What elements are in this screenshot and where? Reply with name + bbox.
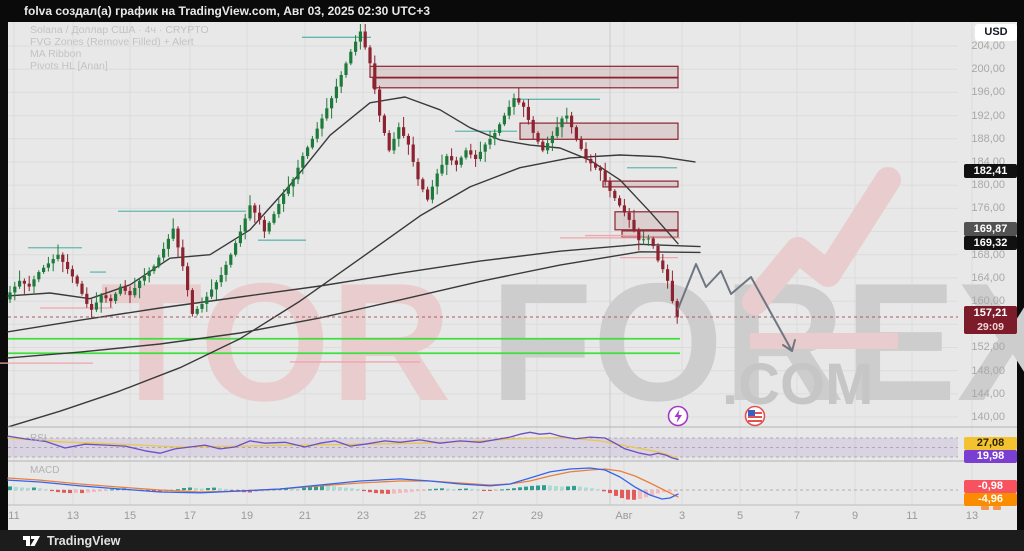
price-axis-label: 204,00 [971,40,1005,52]
price-axis-label: 160,00 [971,295,1005,308]
macd-signal-value-badge: -4,96 [964,493,1017,506]
time-axis-label: 27 [471,510,485,522]
watermark-tor: TOR [100,248,452,436]
time-axis-label: 29 [530,510,544,522]
time-axis-label: 15 [123,510,137,522]
go-to-realtime-marker[interactable] [981,506,989,510]
macd-pane-label: MACD [30,465,60,476]
legend-indicator-fvg[interactable]: FVG Zones (Remove Filled) + Alert [30,36,194,48]
time-axis-label: 11 [906,510,918,522]
time-axis-label: 7 [793,510,801,522]
rsi-ma-value-badge: 27,08 [964,437,1017,450]
currency-toggle-button[interactable]: USD [975,24,1017,41]
time-axis-label: 11 [8,510,20,522]
time-axis-label: 3 [678,510,686,522]
legend-indicator-pivots[interactable]: Pivots HL [Anan] [30,60,108,72]
price-axis-label: 140,00 [971,411,1005,423]
price-axis-label: 192,00 [971,109,1005,122]
price-axis-label: 144,00 [971,387,1005,400]
rsi-pane-label: RSI [30,433,47,444]
tradingview-brand-label[interactable]: TradingView [47,533,121,548]
chart-legend: Solana / Доллар США · 4ч · CRYPTO FVG Zo… [30,24,209,73]
price-axis-label: 200,00 [971,63,1005,76]
us-flag-icon[interactable] [744,405,766,427]
pivot-price-badge-low: 169,32 [964,236,1017,250]
time-axis-label: 21 [298,510,312,522]
time-axis-label: 13 [66,510,80,522]
time-axis-label: 25 [413,510,427,522]
price-axis-label: 176,00 [971,202,1005,215]
price-axis-label: 196,00 [971,86,1005,99]
bottom-brand-bar: TradingView [0,530,1024,551]
share-title-bar: folva создал(а) график на TradingView.co… [0,0,1024,22]
bar-countdown: 29:09 [977,321,1004,333]
price-axis-label: 164,00 [971,271,1005,284]
macd-hist-value-badge: -0,98 [964,480,1017,493]
pivot-price-badge-upper: 182,41 [964,164,1017,178]
last-price-value: 157,21 [973,307,1008,319]
last-price-badge: 157,21 29:09 [964,306,1017,334]
watermark-com: .COM [722,352,873,417]
time-axis-label: 13 [965,510,979,522]
price-axis-label: 148,00 [971,364,1005,377]
legend-indicator-ma-ribbon[interactable]: MA Ribbon [30,48,82,60]
price-axis-label: 188,00 [971,132,1005,145]
price-axis-label: 152,00 [971,341,1005,354]
lightning-alert-icon[interactable] [667,405,689,427]
time-axis-label: Авг [615,510,633,522]
time-axis-label: 23 [356,510,370,522]
pivot-price-badge-mid: 169,87 [964,222,1017,236]
legend-symbol[interactable]: Solana / Доллар США · 4ч · CRYPTO [30,24,209,36]
go-to-realtime-marker2[interactable] [993,506,1001,510]
time-axis-label: 5 [736,510,744,522]
price-axis-label: 180,00 [971,179,1005,192]
price-axis-label: 168,00 [971,248,1005,261]
tradingview-logo-icon[interactable] [22,534,41,548]
time-axis-label: 9 [851,510,859,522]
time-axis-label: 17 [183,510,197,522]
time-axis-label: 19 [240,510,254,522]
rsi-value-badge: 19,98 [964,450,1017,463]
